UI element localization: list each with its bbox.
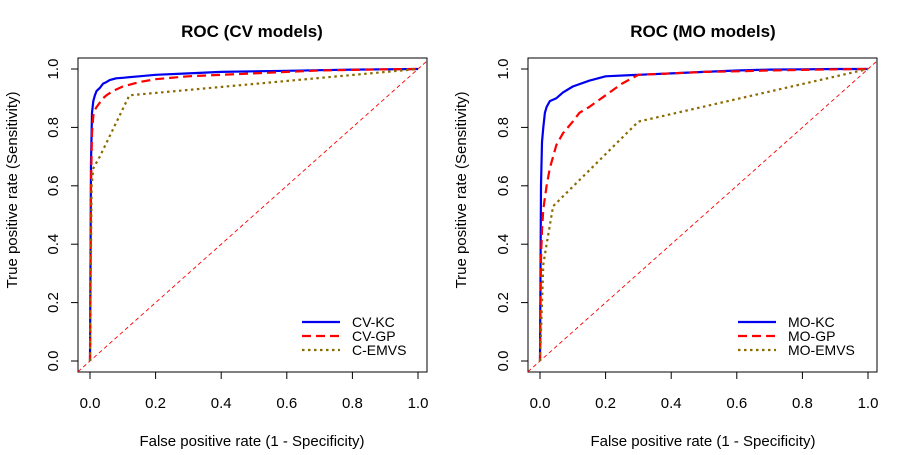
x-tick-label: 0.8 — [792, 395, 813, 412]
roc-cv-panel: ROC (CV models) False positive rate (1 -… — [4, 22, 428, 450]
y-tick-label: 0.0 — [45, 351, 62, 372]
legend-label: CV-KC — [352, 314, 395, 330]
roc-mo-panel: ROC (MO models) False positive rate (1 -… — [453, 22, 878, 450]
x-tick-label: 0.0 — [530, 395, 551, 412]
x-tick-label: 0.8 — [342, 395, 363, 412]
x-axis-label: False positive rate (1 - Specificity) — [590, 433, 815, 450]
x-tick-label: 0.6 — [726, 395, 747, 412]
x-tick-label: 0.4 — [211, 395, 232, 412]
plot-marks: 0.0 0.2 0.4 0.6 0.8 1.0 0.0 0.2 0.4 0.6 0.8 1.0 MO-K… — [495, 59, 878, 412]
series-line-c-emvs — [88, 67, 419, 362]
x-tick-label: 0.2 — [595, 395, 616, 412]
y-axis-label: True positive rate (Sensitivity) — [453, 91, 470, 288]
series-line-cv-gp — [88, 67, 419, 362]
legend-label: MO-KC — [788, 314, 835, 330]
legend-label: C-EMVS — [352, 342, 406, 358]
y-tick-label: 1.0 — [45, 59, 62, 80]
legend-label: MO-EMVS — [788, 342, 855, 358]
x-tick-label: 1.0 — [858, 395, 879, 412]
plot-frame — [527, 57, 878, 373]
series-line-mo-gp — [538, 67, 869, 362]
x-tick-label: 1.0 — [408, 395, 429, 412]
y-tick-label: 0.6 — [495, 175, 512, 196]
plot-marks: 0.0 0.2 0.4 0.6 0.8 1.0 0.0 0.2 0.4 0.6 0.8 1.0 CV-K… — [45, 59, 428, 412]
reference-diagonal — [527, 60, 878, 373]
y-tick-label: 1.0 — [495, 59, 512, 80]
y-tick-label: 0.8 — [495, 117, 512, 138]
y-tick-label: 0.0 — [495, 351, 512, 372]
y-tick-label: 0.4 — [45, 234, 62, 255]
y-tick-label: 0.8 — [45, 117, 62, 138]
series-line-mo-emvs — [538, 67, 869, 362]
x-tick-label: 0.2 — [145, 395, 166, 412]
x-tick-label: 0.4 — [661, 395, 682, 412]
chart-title: ROC (MO models) — [630, 22, 775, 41]
reference-diagonal — [77, 60, 428, 373]
x-axis-label: False positive rate (1 - Specificity) — [139, 433, 364, 450]
y-tick-label: 0.2 — [495, 292, 512, 313]
x-tick-label: 0.6 — [276, 395, 297, 412]
y-axis-label: True positive rate (Sensitivity) — [4, 91, 21, 288]
legend-label: MO-GP — [788, 328, 835, 344]
y-tick-label: 0.2 — [45, 292, 62, 313]
legend-label: CV-GP — [352, 328, 396, 344]
y-tick-label: 0.4 — [495, 234, 512, 255]
y-tick-label: 0.6 — [45, 175, 62, 196]
x-tick-label: 0.0 — [80, 395, 101, 412]
chart-title: ROC (CV models) — [181, 22, 323, 41]
plot-frame — [77, 57, 428, 373]
